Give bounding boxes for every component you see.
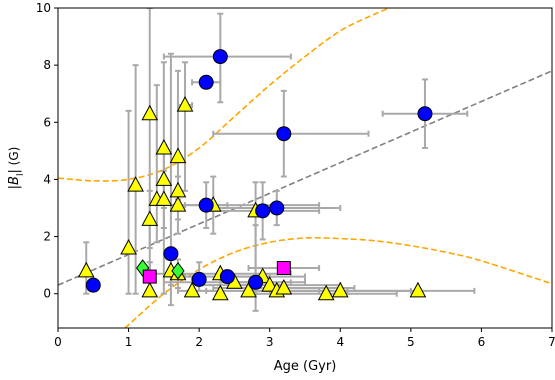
y-axis-label: |Bl| (G) (7, 147, 26, 190)
triangle-marker (317, 284, 335, 301)
upper-bound-curve (58, 8, 392, 182)
y-tick-label: 2 (43, 230, 51, 244)
triangle-marker (183, 281, 201, 298)
y-axis-label-part: | (7, 185, 22, 189)
triangle-marker (141, 281, 159, 298)
triangle-marker (127, 176, 144, 192)
circle-marker (212, 49, 228, 65)
y-axis-label-part: | (7, 169, 22, 173)
y-tick-label: 8 (43, 58, 51, 72)
y-axis-label-part: l (16, 174, 26, 177)
triangle-marker (155, 190, 173, 206)
marker-layer (77, 49, 433, 301)
triangle-marker (155, 138, 173, 155)
circle-marker (198, 74, 214, 90)
circle-marker (255, 203, 271, 219)
circle-marker (219, 269, 235, 285)
x-tick-label: 2 (195, 335, 203, 349)
triangle-marker (275, 278, 293, 295)
x-tick-label: 0 (54, 335, 62, 349)
square-marker (276, 261, 291, 275)
triangle-marker (176, 96, 194, 112)
plot-area-frame (57, 7, 553, 329)
circle-marker (85, 277, 101, 293)
triangle-marker (240, 281, 257, 298)
y-tick-label: 4 (43, 172, 51, 186)
tick-layer: 0 1 2 3 4 5 6 7 0 2 4 6 8 10 (36, 1, 555, 349)
triangle-marker (169, 196, 187, 212)
triangle-marker (169, 147, 187, 164)
x-tick-label: 1 (125, 335, 133, 349)
triangle-marker (409, 281, 427, 298)
circle-marker (191, 271, 207, 287)
triangle-marker (141, 210, 159, 226)
lower-bound-curve (124, 236, 552, 328)
x-tick-label: 5 (407, 335, 415, 349)
triangle-marker (211, 284, 229, 301)
diamond-marker (171, 262, 185, 280)
x-tick-label: 7 (548, 335, 555, 349)
x-tick-label: 6 (478, 335, 486, 349)
x-tick-label: 4 (336, 335, 344, 349)
y-tick-label: 6 (43, 115, 51, 129)
circle-marker (248, 274, 264, 290)
square-marker (142, 269, 157, 284)
triangle-marker (77, 261, 95, 278)
circle-marker (417, 106, 433, 122)
circle-marker (198, 197, 214, 213)
circle-marker (269, 200, 285, 216)
y-axis-label-part: B (7, 176, 22, 185)
x-axis-label: Age (Gyr) (274, 359, 337, 374)
y-tick-label: 0 (43, 287, 51, 301)
circle-marker (163, 246, 179, 262)
curves-layer (58, 8, 552, 328)
y-tick-label: 10 (36, 1, 51, 15)
x-tick-label: 3 (266, 335, 274, 349)
triangle-marker (261, 276, 279, 292)
y-axis-label-part: (G) (7, 147, 21, 169)
triangle-marker (331, 281, 349, 298)
triangle-marker (155, 170, 173, 186)
triangle-marker (141, 104, 159, 121)
triangle-marker (120, 238, 137, 255)
circle-marker (276, 126, 292, 142)
